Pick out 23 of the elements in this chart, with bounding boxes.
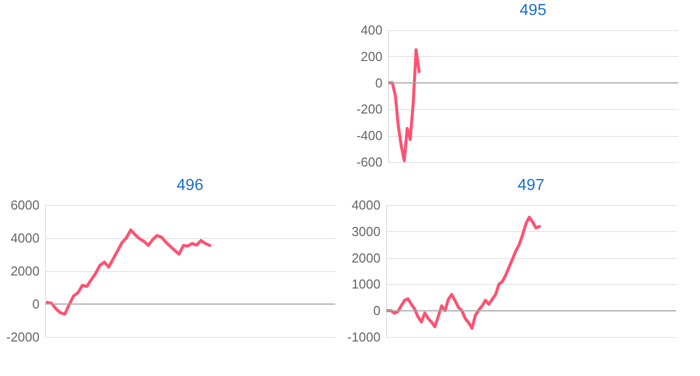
y-tick-label: 6000 <box>10 198 40 212</box>
y-tick-label: 4000 <box>10 230 40 246</box>
y-tick-label: -2000 <box>6 330 40 344</box>
y-tick-label: 0 <box>373 303 380 318</box>
line-series <box>386 216 541 330</box>
y-tick-label: 2000 <box>10 264 40 278</box>
y-tick-label: -200 <box>356 102 382 117</box>
line-series <box>388 48 421 162</box>
line-series <box>46 228 212 316</box>
y-tick-label: 4000 <box>352 198 380 212</box>
y-tick-label: 200 <box>360 48 382 64</box>
y-tick-label: -400 <box>356 128 382 144</box>
y-tick-label: -600 <box>356 154 382 170</box>
y-tick-label: 0 <box>32 296 40 312</box>
y-tick-label: 1000 <box>352 276 380 292</box>
chart-title: 496 <box>176 177 204 194</box>
y-tick-label: 400 <box>360 22 382 38</box>
y-tick-label: 2000 <box>352 250 380 266</box>
chart-title: 497 <box>518 177 544 194</box>
y-tick-label: 3000 <box>352 224 380 239</box>
chart-title: 495 <box>520 2 546 19</box>
y-tick-label: -1000 <box>347 330 380 344</box>
y-tick-label: 0 <box>375 75 382 90</box>
